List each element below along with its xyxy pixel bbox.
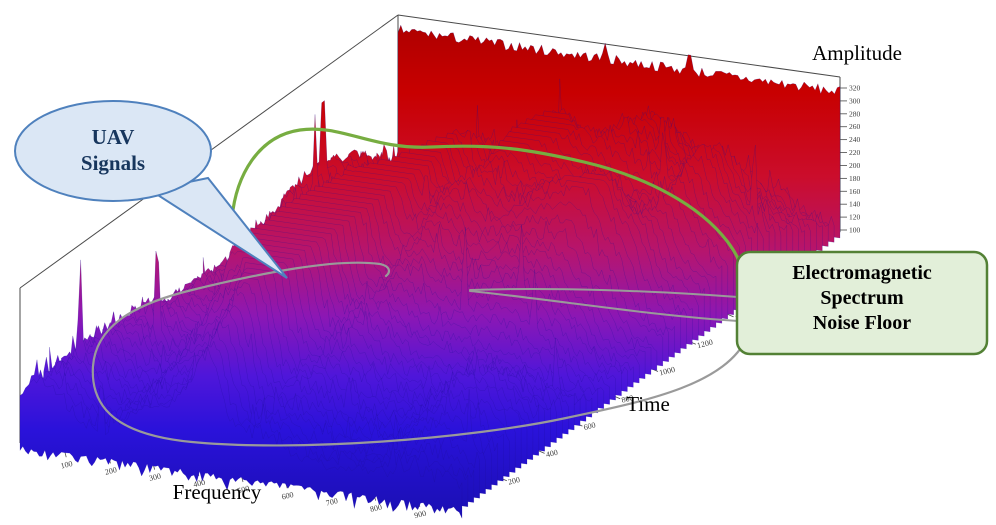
amp-tick-label: 220 bbox=[849, 148, 861, 157]
amp-tick-label: 300 bbox=[849, 96, 861, 105]
noise-floor-text-line2: Spectrum bbox=[820, 287, 904, 309]
surface-slice bbox=[43, 309, 486, 495]
freq-tick-label: 300 bbox=[148, 471, 162, 483]
time-tick-label: 1000 bbox=[658, 365, 676, 378]
time-tick-label: 1200 bbox=[696, 338, 714, 351]
amp-tick-label: 260 bbox=[849, 122, 861, 131]
freq-tick-label: 500 bbox=[236, 484, 250, 496]
amp-tick-label: 100 bbox=[849, 226, 861, 235]
freq-tick-label: 800 bbox=[369, 502, 383, 514]
amp-tick-label: 120 bbox=[849, 213, 861, 222]
freq-tick-label: 200 bbox=[104, 465, 118, 477]
uav-callout-text-line2: Signals bbox=[81, 151, 145, 175]
uav-callout: UAV Signals bbox=[14, 100, 288, 279]
uav-callout-bubble bbox=[14, 100, 212, 202]
time-tick-label: 400 bbox=[545, 448, 559, 460]
freq-tick-label: 600 bbox=[281, 490, 295, 502]
freq-tick-label: 700 bbox=[325, 496, 339, 508]
time-axis-title: Time bbox=[626, 392, 670, 416]
amp-tick-label: 180 bbox=[849, 174, 861, 183]
frequency-axis-title: Frequency bbox=[173, 480, 262, 504]
amp-tick-label: 280 bbox=[849, 109, 861, 118]
amp-tick-label: 160 bbox=[849, 187, 861, 196]
green-loop-annotation bbox=[230, 127, 742, 274]
noise-floor-callout-box bbox=[735, 250, 989, 356]
time-tick-label: 200 bbox=[507, 475, 521, 487]
noise-callout-leader-bottom bbox=[469, 290, 739, 322]
time-tick-label: 600 bbox=[583, 420, 597, 432]
time-tick-label: 800 bbox=[621, 393, 635, 405]
noise-floor-text-line1: Electromagnetic bbox=[792, 262, 932, 284]
noise-floor-callout: Electromagnetic Spectrum Noise Floor bbox=[735, 250, 989, 356]
noise-callout-leader-top bbox=[469, 287, 739, 298]
gray-loop-annotation bbox=[91, 261, 750, 447]
amp-tick-label: 240 bbox=[849, 135, 861, 144]
box-edge-top-back bbox=[397, 14, 841, 78]
amp-tick-label: 200 bbox=[849, 161, 861, 170]
amplitude-axis-ticks: 320 300 280 260 240 220 200 180 160 140 120 100 bbox=[840, 84, 861, 235]
freq-tick-label: 900 bbox=[413, 509, 427, 521]
uav-callout-text-line1: UAV bbox=[92, 125, 135, 149]
noise-floor-text-line3: Noise Floor bbox=[813, 312, 911, 334]
surface-slice bbox=[31, 328, 475, 503]
amplitude-axis-title: Amplitude bbox=[812, 41, 902, 65]
annotation-loops bbox=[91, 127, 750, 447]
freq-tick-label: 400 bbox=[192, 478, 206, 490]
amp-tick-label: 320 bbox=[849, 84, 861, 93]
amp-tick-label: 140 bbox=[849, 200, 861, 209]
spectrogram-surface bbox=[19, 24, 841, 519]
surface-slice bbox=[19, 346, 463, 519]
freq-tick-label: 100 bbox=[60, 459, 74, 471]
